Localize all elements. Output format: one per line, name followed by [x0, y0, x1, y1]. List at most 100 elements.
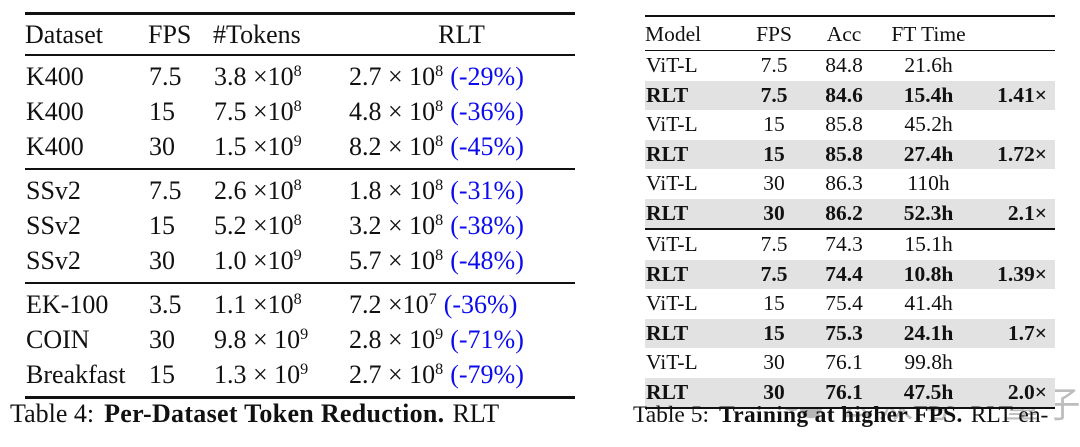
ft-time-cell: 10.8h: [903, 261, 954, 286]
reduction-percent: (-38%): [450, 211, 524, 240]
fps-cell: 30: [149, 132, 175, 161]
acc-cell: 74.3: [825, 232, 863, 256]
fps-cell: 30: [763, 350, 785, 374]
rlt-exponent: 8: [435, 133, 444, 151]
table-row: RLT 30 86.2 52.3h 2.1×: [645, 198, 1055, 229]
fps-cell: 7.5: [760, 232, 788, 256]
speedup-cell: [977, 169, 1055, 199]
header-row: Model FPS Acc FT Time: [645, 16, 1055, 51]
model-cell: RLT: [646, 200, 689, 225]
reduction-percent: (-29%): [450, 62, 524, 91]
tokens-exponent: 9: [293, 133, 302, 151]
rlt-tokens-value: 1.8 × 10: [349, 176, 436, 205]
table5-caption-number: Table 5:: [633, 402, 710, 428]
reduction-percent: (-45%): [450, 132, 524, 161]
rlt-exponent: 7: [428, 291, 437, 309]
tokens-value: 2.6 ×10: [214, 176, 294, 205]
rlt-tokens-cell: 1.8 × 108 (-31%): [348, 169, 575, 208]
rlt-tokens-cell: 8.2 × 108 (-45%): [348, 129, 575, 169]
rlt-tokens-cell: 7.2 ×107 (-36%): [348, 283, 575, 322]
rlt-tokens-cell: 4.8 × 108 (-36%): [348, 94, 575, 129]
tokens-exponent: 8: [293, 63, 302, 81]
fps-cell: 15: [763, 112, 785, 136]
reduction-percent: (-71%): [450, 325, 524, 354]
misc-datasets-block: EK-100 3.5 1.1 ×108 7.2 ×107 (-36%) COIN …: [25, 283, 575, 398]
column-header-rlt: RLT: [348, 13, 575, 56]
acc-cell: 84.6: [825, 82, 863, 107]
reduction-percent: (-36%): [443, 290, 518, 319]
ft-time-cell: 24.1h: [903, 320, 954, 345]
model-cell: RLT: [646, 141, 689, 166]
model-cell: RLT: [646, 320, 689, 345]
speedup-cell: 1.41×: [997, 82, 1047, 107]
table-row: ViT-L 7.5 74.3 15.1h: [645, 229, 1055, 260]
ft-time-cell: 52.3h: [903, 200, 954, 225]
table-row: ViT-L 7.5 84.8 21.6h: [645, 51, 1055, 81]
ft-time-cell: 99.8h: [904, 350, 953, 374]
tokens-cell: 1.3 × 109: [213, 357, 348, 398]
table-row: EK-100 3.5 1.1 ×108 7.2 ×107 (-36%): [25, 283, 575, 322]
table-row: RLT 7.5 84.6 15.4h 1.41×: [645, 80, 1055, 110]
table-row: ViT-L 30 76.1 99.8h: [645, 348, 1055, 378]
acc-cell: 76.1: [825, 379, 863, 404]
column-header-model: Model: [645, 16, 740, 51]
reduction-percent: (-79%): [450, 360, 524, 389]
tokens-cell: 2.6 ×108: [213, 169, 348, 208]
model-cell: ViT-L: [646, 112, 698, 136]
speedup-cell: 1.7×: [1007, 320, 1047, 345]
rlt-tokens-value: 2.8 × 10: [349, 325, 436, 354]
dataset-cell: COIN: [26, 325, 90, 354]
model-cell: ViT-L: [646, 171, 698, 195]
dataset-cell: K400: [26, 62, 84, 91]
column-header-ft-time: FT Time: [880, 16, 977, 51]
fps-cell: 3.5: [149, 290, 182, 319]
table5-caption-title: Training at higher FPS.: [719, 402, 963, 428]
dataset-cell: SSv2: [26, 246, 81, 275]
table4-caption-number: Table 4:: [10, 399, 95, 428]
speedup-cell: [977, 110, 1055, 140]
reduction-percent: (-48%): [450, 246, 524, 275]
speedup-cell: [977, 348, 1055, 378]
rlt-tokens-cell: 2.7 × 108 (-79%): [348, 357, 575, 398]
column-header-acc: Acc: [808, 16, 880, 51]
ft-time-cell: 110h: [907, 171, 950, 195]
table-row: RLT 7.5 74.4 10.8h 1.39×: [645, 259, 1055, 289]
table-row: RLT 15 75.3 24.1h 1.7×: [645, 318, 1055, 348]
rlt-tokens-cell: 5.7 × 108 (-48%): [348, 243, 575, 283]
fps-cell: 30: [149, 325, 175, 354]
fps-cell: 15: [149, 360, 175, 389]
rlt-tokens-value: 2.7 × 10: [349, 62, 436, 91]
token-reduction-table: Dataset FPS #Tokens RLT K400 7.5 3.8 ×10…: [25, 12, 575, 399]
fps-cell: 15: [763, 141, 785, 166]
table4-caption: Table 4: Per-Dataset Token Reduction. RLT: [10, 399, 499, 429]
tokens-value: 1.5 ×10: [214, 132, 294, 161]
column-header-tokens: #Tokens: [213, 13, 348, 56]
dataset-cell: SSv2: [26, 176, 81, 205]
table5-caption: Table 5: Training at higher FPS. RLT en-: [633, 402, 1048, 429]
model-cell: ViT-L: [646, 232, 698, 256]
tokens-exponent: 8: [293, 212, 302, 230]
rlt-tokens-cell: 2.7 × 108 (-29%): [348, 55, 575, 94]
model-cell: ViT-L: [646, 350, 698, 374]
rlt-tokens-value: 8.2 × 10: [349, 132, 436, 161]
tokens-cell: 9.8 × 109: [213, 322, 348, 357]
watermark-text: 公众号 · 量子位: [838, 385, 1080, 426]
fps-cell: 7.5: [760, 261, 788, 286]
fps-cell: 15: [149, 97, 175, 126]
tokens-cell: 1.5 ×109: [213, 129, 348, 169]
tokens-exponent: 9: [300, 361, 309, 379]
model-cell: ViT-L: [646, 291, 698, 315]
ft-time-cell: 21.6h: [904, 53, 953, 77]
table-row: SSv2 15 5.2 ×108 3.2 × 108 (-38%): [25, 208, 575, 243]
fps-cell: 7.5: [760, 82, 788, 107]
table-row: Breakfast 15 1.3 × 109 2.7 × 108 (-79%): [25, 357, 575, 398]
acc-cell: 85.8: [825, 112, 863, 136]
acc-cell: 86.2: [825, 200, 863, 225]
tokens-value: 7.5 ×10: [214, 97, 294, 126]
rlt-exponent: 8: [435, 177, 444, 195]
speedup-cell: [977, 229, 1055, 260]
header-row: Dataset FPS #Tokens RLT: [25, 13, 575, 56]
rlt-exponent: 8: [435, 361, 444, 379]
rlt-tokens-value: 7.2 ×10: [349, 290, 429, 319]
table-row: K400 30 1.5 ×109 8.2 × 108 (-45%): [25, 129, 575, 169]
